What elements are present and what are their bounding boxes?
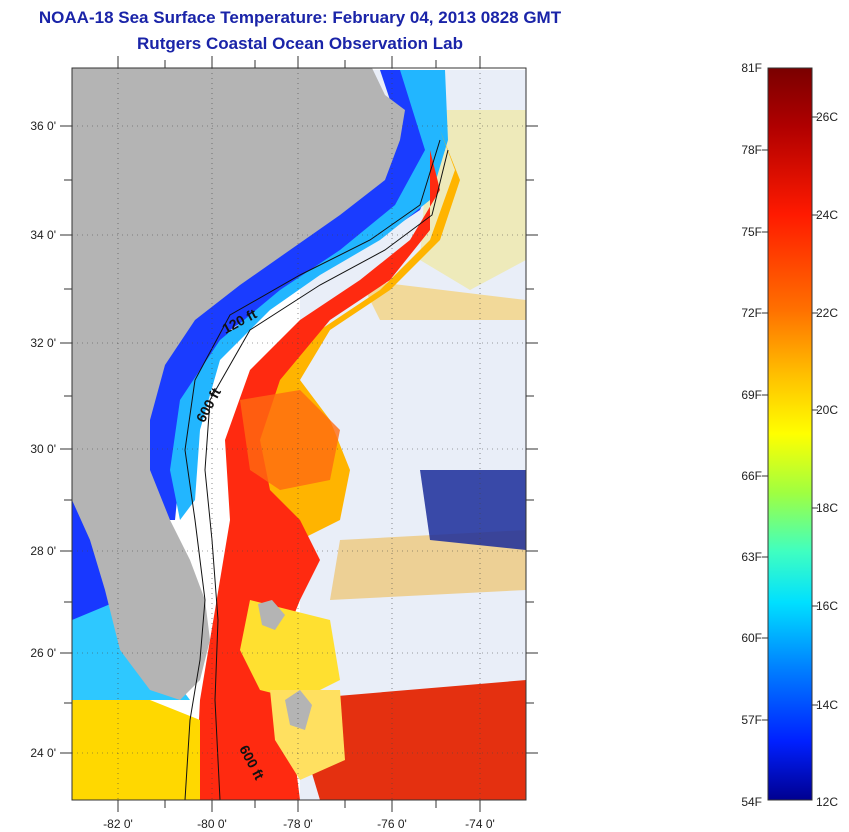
colorbar-f-81: 81F [741, 61, 762, 75]
colorbar-f-72: 72F [741, 306, 762, 320]
colorbar-c-18: 18C [816, 501, 838, 515]
colorbar-f-69: 69F [741, 388, 762, 402]
temperature-colorbar: 81F 78F 75F 72F 69F 66F 63F 60F 57F 54F … [741, 61, 838, 809]
colorbar-f-75: 75F [741, 225, 762, 239]
colorbar-f-78: 78F [741, 143, 762, 157]
lat-axis-ticks [60, 125, 538, 754]
colorbar-f-57: 57F [741, 713, 762, 727]
lon-label-80: -80 0' [197, 817, 227, 831]
colorbar-f-60: 60F [741, 631, 762, 645]
sst-map-area [72, 68, 526, 800]
colorbar-c-12: 12C [816, 795, 838, 809]
lat-label-36: 36 0' [30, 119, 56, 133]
lat-label-34: 34 0' [30, 228, 56, 242]
lon-label-82: -82 0' [103, 817, 133, 831]
lat-label-32: 32 0' [30, 336, 56, 350]
lat-label-24: 24 0' [30, 746, 56, 760]
lon-axis-ticks [117, 56, 481, 812]
colorbar-c-26: 26C [816, 110, 838, 124]
lon-label-74: -74 0' [465, 817, 495, 831]
map-title: NOAA-18 Sea Surface Temperature: Februar… [38, 8, 562, 27]
colorbar-f-54: 54F [741, 795, 762, 809]
colorbar-c-20: 20C [816, 403, 838, 417]
colorbar-f-66: 66F [741, 469, 762, 483]
colorbar-c-22: 22C [816, 306, 838, 320]
map-frame [71, 67, 527, 801]
colorbar-gradient [767, 67, 813, 801]
lat-label-28: 28 0' [30, 544, 56, 558]
colorbar-c-16: 16C [816, 599, 838, 613]
map-subtitle: Rutgers Coastal Ocean Observation Lab [137, 34, 463, 53]
lon-label-76: -76 0' [377, 817, 407, 831]
lon-label-78: -78 0' [283, 817, 313, 831]
lat-label-26: 26 0' [30, 646, 56, 660]
lat-label-30: 30 0' [30, 442, 56, 456]
colorbar-c-14: 14C [816, 698, 838, 712]
colorbar-f-63: 63F [741, 550, 762, 564]
colorbar-c-24: 24C [816, 208, 838, 222]
